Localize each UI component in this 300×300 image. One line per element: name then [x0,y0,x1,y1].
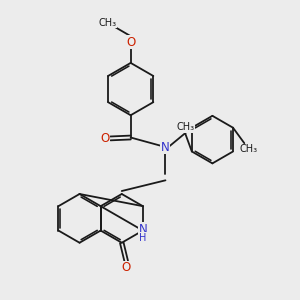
Text: H: H [139,233,147,243]
Text: O: O [100,132,110,145]
Text: N: N [139,223,147,236]
Text: O: O [126,36,135,49]
Text: CH₃: CH₃ [239,144,257,154]
Text: N: N [161,140,170,154]
Text: CH₃: CH₃ [98,18,117,28]
Text: O: O [122,262,131,275]
Text: CH₃: CH₃ [176,122,194,132]
